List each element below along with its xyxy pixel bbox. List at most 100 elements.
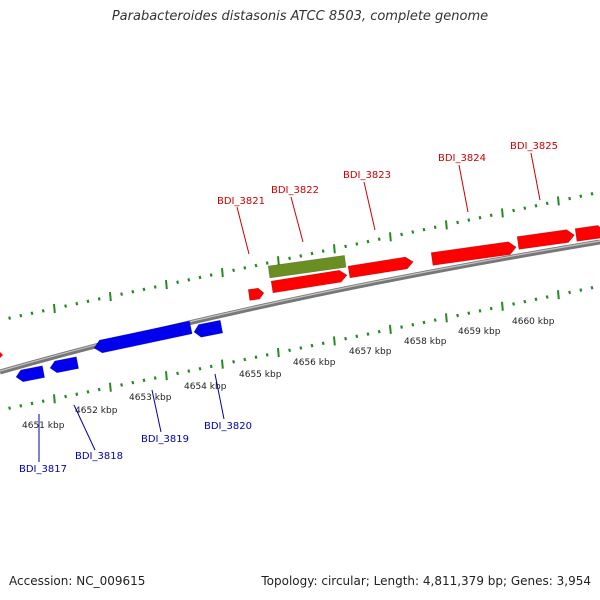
inner-tick xyxy=(53,394,56,404)
outer-tick xyxy=(187,278,191,282)
inner-tick xyxy=(97,387,101,392)
outer-tick xyxy=(131,289,135,294)
inner-tick xyxy=(243,357,247,362)
inner-tick xyxy=(366,332,370,336)
inner-tick xyxy=(277,347,280,358)
inner-tick xyxy=(489,306,493,311)
outer-tick xyxy=(355,242,359,246)
scale-label: 4656 kbp xyxy=(293,358,336,368)
forward-label-leader xyxy=(290,196,304,243)
forward-gene-arrow xyxy=(430,241,517,266)
inner-tick xyxy=(299,346,303,350)
scale-labels: 4651 kbp 4652 kbp 4653 kbp 4654 kbp 4655 kbp… xyxy=(22,317,555,431)
map-title: Parabacteroides distasonis ATCC 8503, co… xyxy=(111,9,489,24)
inner-tick xyxy=(456,313,460,318)
outer-tick xyxy=(422,227,426,232)
outer-tick xyxy=(64,304,68,308)
genome-summary-text: Topology: circular; Length: 4,811,379 bp… xyxy=(261,574,591,588)
gene-labels: BDI_3821 BDI_3822 BDI_3823 BDI_3824 BDI_3825… xyxy=(19,141,558,475)
forward-label-leader xyxy=(530,152,541,201)
inner-tick xyxy=(433,318,437,322)
scale-label: 4654 kbp xyxy=(184,382,227,392)
outer-tick xyxy=(209,273,213,277)
rna-gene-bar xyxy=(267,255,347,279)
outer-tick xyxy=(165,279,168,290)
genome-backbone xyxy=(0,239,600,375)
outer-tick xyxy=(433,225,437,230)
outer-tick xyxy=(109,291,112,302)
forward-gene-arrow xyxy=(574,225,600,242)
forward-gene-arrow xyxy=(247,287,265,301)
inner-tick xyxy=(422,320,426,325)
inner-tick xyxy=(254,355,258,359)
reverse-gene-label: BDI_3820 xyxy=(204,421,252,432)
outer-tick xyxy=(478,215,482,220)
scale-label: 4652 kbp xyxy=(75,406,118,416)
inner-tick xyxy=(523,299,527,304)
outer-tick xyxy=(489,213,493,218)
inner-tick xyxy=(310,343,314,348)
inner-tick-ring xyxy=(8,285,594,410)
inner-tick xyxy=(221,359,224,369)
inner-tick xyxy=(478,309,482,313)
outer-tick xyxy=(299,254,303,258)
inner-tick xyxy=(8,406,12,410)
outer-tick xyxy=(501,208,504,218)
inner-tick xyxy=(568,290,572,295)
outer-tick xyxy=(545,201,549,206)
outer-tick xyxy=(310,251,314,256)
outer-tick xyxy=(254,263,258,268)
inner-tick xyxy=(411,322,415,327)
forward-label-leader xyxy=(458,164,469,213)
outer-tick xyxy=(366,239,370,244)
outer-tick xyxy=(411,230,415,234)
inner-tick xyxy=(19,404,23,408)
forward-label-leader xyxy=(236,206,250,255)
forward-gene-label: BDI_3823 xyxy=(343,170,391,181)
inner-tick xyxy=(30,401,34,406)
outer-tick xyxy=(456,220,460,225)
outer-tick xyxy=(512,208,516,213)
inner-tick xyxy=(120,383,124,387)
inner-tick xyxy=(579,288,583,292)
inner-tick xyxy=(153,376,157,380)
outer-tick-ring xyxy=(8,192,594,320)
scale-label: 4660 kbp xyxy=(512,317,555,327)
outer-tick xyxy=(288,256,292,261)
outer-tick xyxy=(277,256,280,266)
outer-tick xyxy=(321,249,325,253)
genome-backbone-highlight xyxy=(0,240,600,372)
outer-tick xyxy=(221,268,224,278)
scale-label: 4659 kbp xyxy=(458,327,501,337)
outer-tick xyxy=(53,303,56,314)
outer-tick xyxy=(198,275,202,280)
inner-tick xyxy=(86,390,90,394)
inner-tick xyxy=(75,392,79,396)
inner-tick xyxy=(333,336,336,346)
outer-tick xyxy=(142,287,146,292)
outer-tick xyxy=(590,192,594,196)
outer-tick xyxy=(344,244,348,249)
inner-tick xyxy=(590,285,594,290)
left-edge-marker xyxy=(0,352,3,358)
forward-label-leader xyxy=(363,181,376,231)
outer-tick xyxy=(377,237,381,241)
inner-tick xyxy=(64,394,68,399)
forward-gene-label: BDI_3825 xyxy=(510,141,558,152)
forward-gene-label: BDI_3822 xyxy=(271,185,319,196)
reverse-gene-arrow xyxy=(193,319,224,338)
scale-label: 4651 kbp xyxy=(22,421,65,431)
inner-tick xyxy=(467,311,471,315)
inner-tick xyxy=(400,325,404,329)
inner-tick xyxy=(321,341,325,346)
inner-tick xyxy=(187,369,191,373)
inner-tick xyxy=(501,301,504,311)
inner-tick xyxy=(557,290,560,300)
reverse-gene-label: BDI_3817 xyxy=(19,464,67,475)
inner-tick xyxy=(377,329,381,334)
forward-gene-label: BDI_3821 xyxy=(217,196,265,207)
gene-features xyxy=(15,225,600,383)
inner-tick xyxy=(355,334,359,339)
outer-tick xyxy=(534,203,538,208)
